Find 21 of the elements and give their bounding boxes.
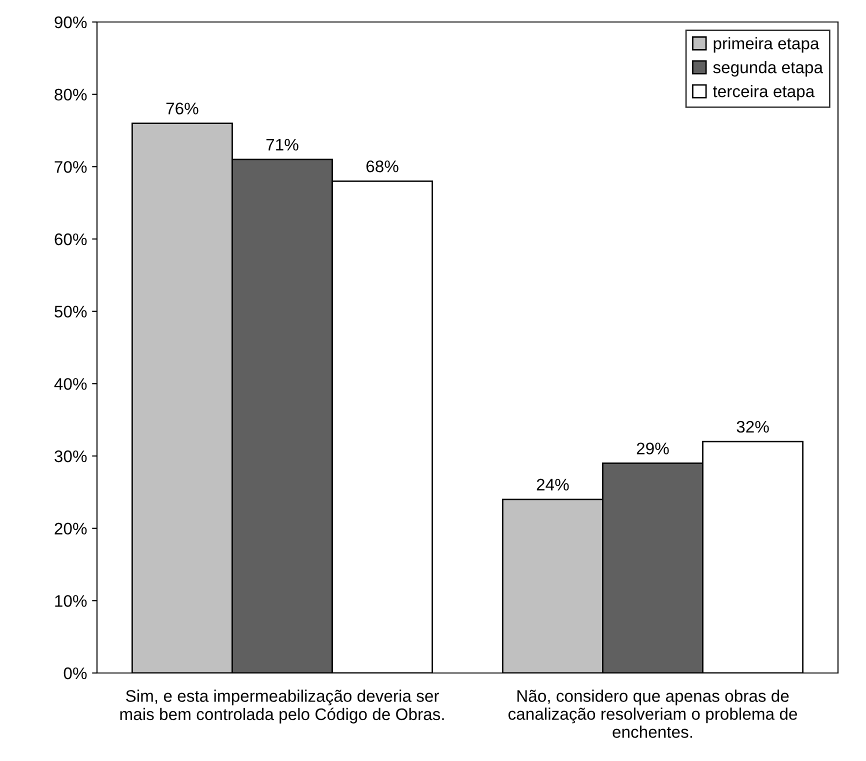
y-tick-label: 40%	[54, 378, 87, 390]
data-label: 76%	[166, 102, 198, 114]
data-label: 32%	[736, 420, 769, 433]
data-label: 29%	[636, 442, 669, 454]
y-tick-label: 0%	[64, 667, 87, 680]
data-label: 24%	[536, 478, 569, 490]
data-label: 68%	[366, 160, 398, 172]
y-tick-label: 20%	[54, 522, 87, 535]
y-tick-label: 30%	[54, 450, 87, 462]
legend-label: primeira etapa	[714, 37, 820, 53]
y-tick-label: 90%	[54, 16, 87, 28]
y-tick-label: 10%	[55, 595, 87, 607]
x-tick-label: Sim, e esta impermeabilização deveria ser mais bem controlada pelo Código de Obras.	[120, 690, 444, 724]
data-label: 71%	[266, 138, 298, 151]
legend-label: segunda etapa	[713, 61, 824, 77]
y-tick-label: 50%	[54, 306, 87, 318]
y-tick-label: 80%	[54, 88, 87, 101]
legend-label: terceira etapa	[712, 85, 815, 101]
x-tick-label: Não, considero que apenas obras de canalização resolveriam o problema de enchentes.	[508, 690, 798, 738]
y-tick-label: 60%	[54, 233, 87, 246]
y-tick-label: 70%	[54, 161, 87, 173]
